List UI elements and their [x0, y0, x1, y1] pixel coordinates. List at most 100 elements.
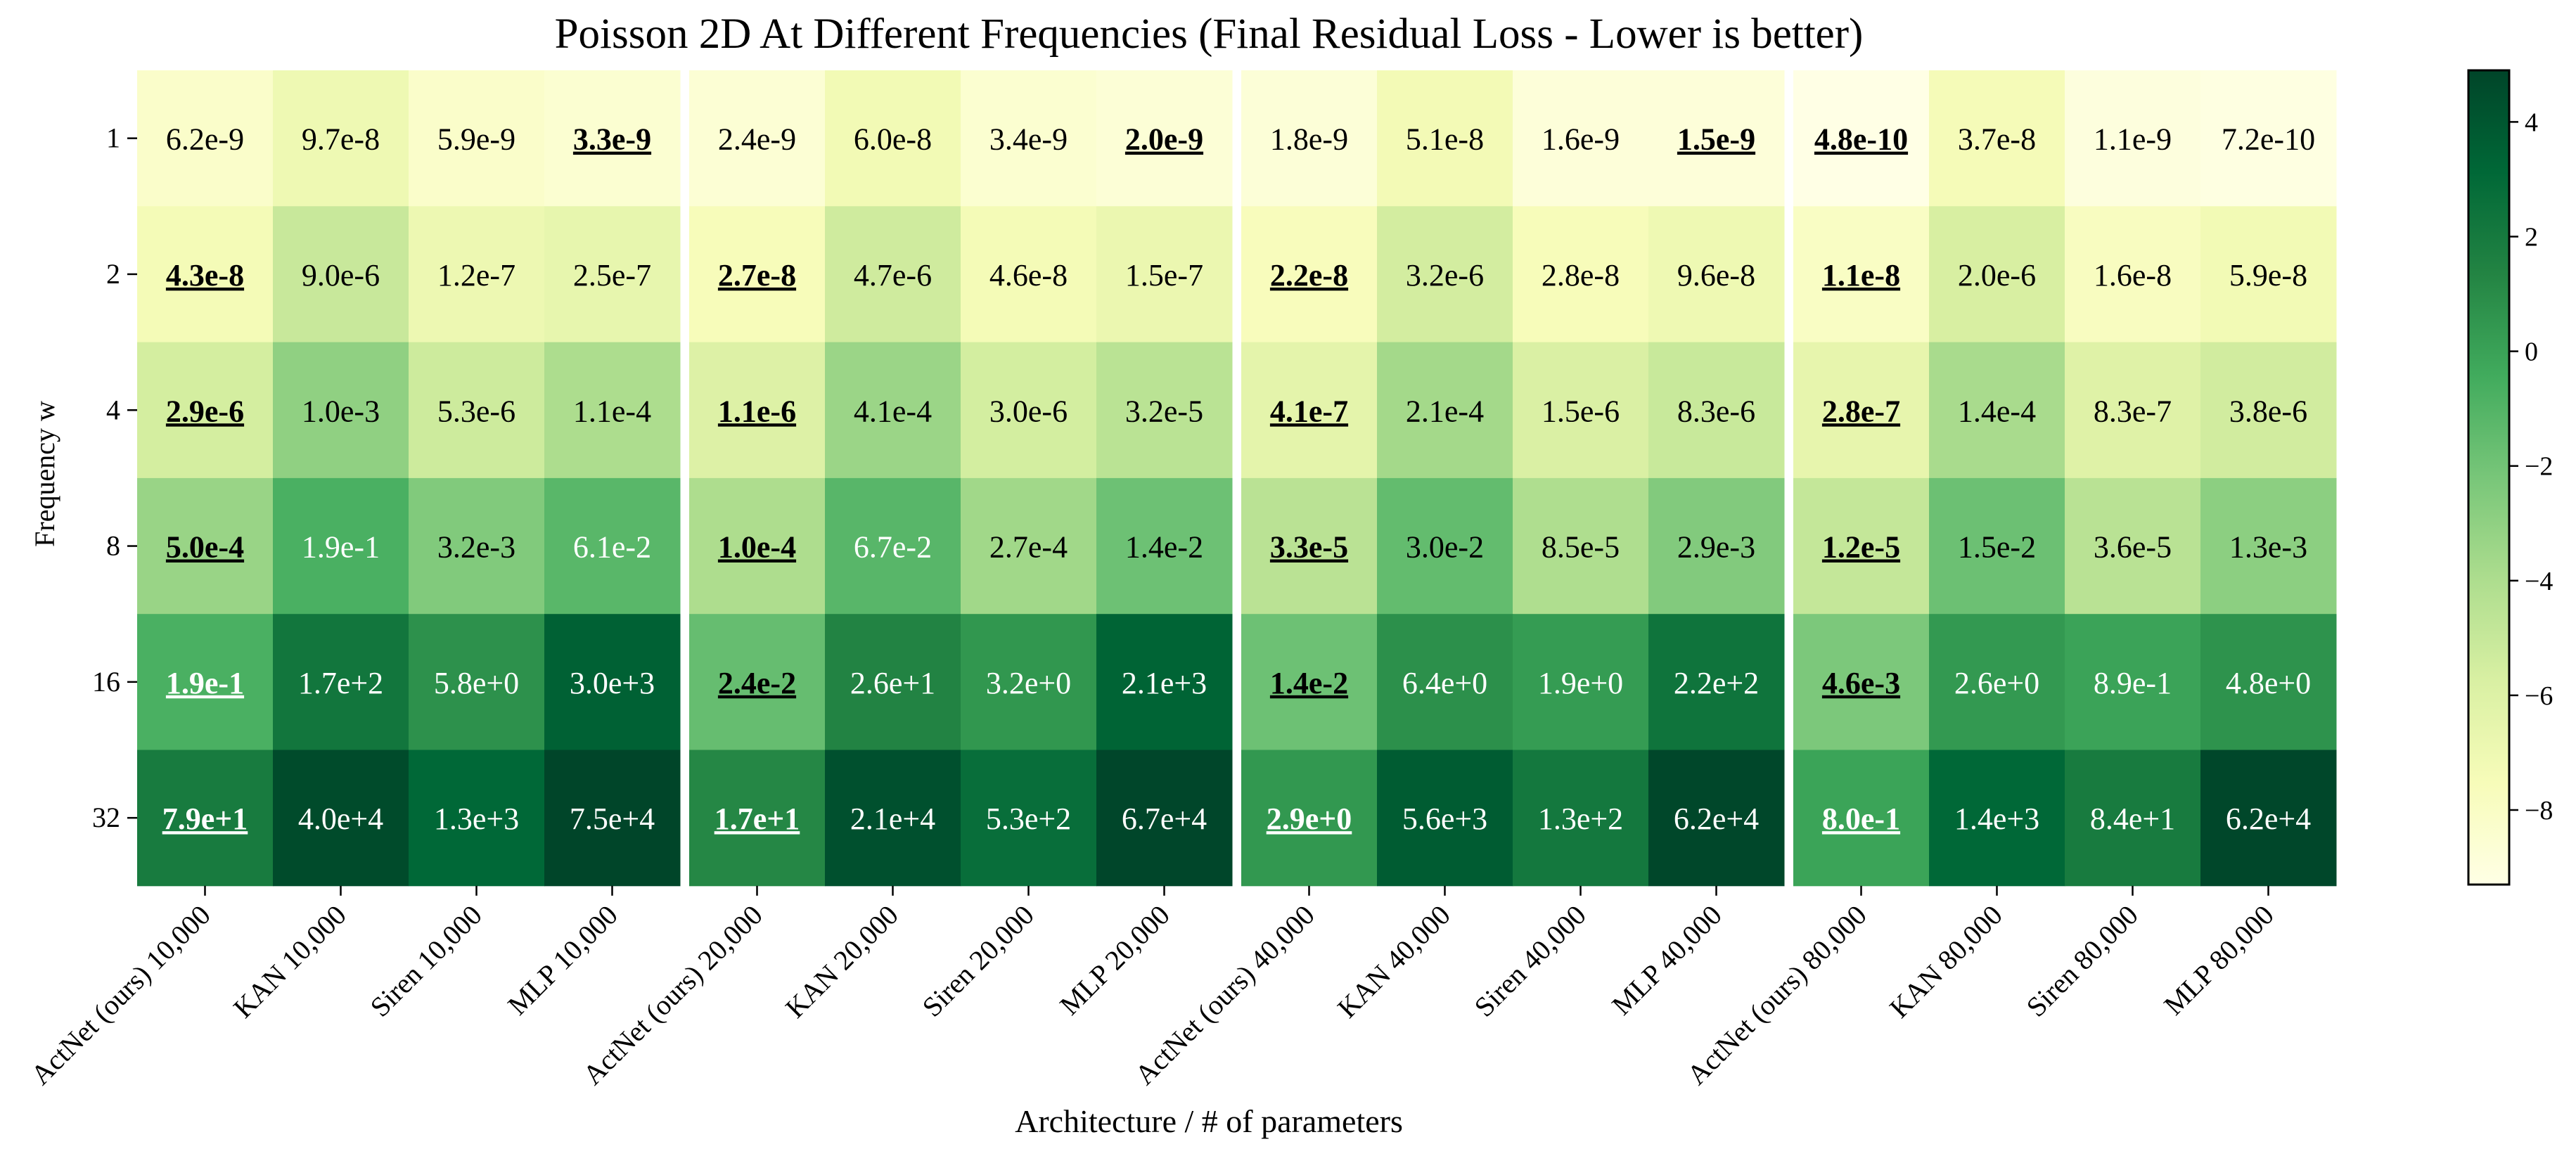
- cell-label: 1.4e-4: [1958, 394, 2036, 428]
- cell-label: 2.0e-6: [1958, 258, 2036, 293]
- heatmap-cell: [825, 477, 961, 615]
- colorbar-tick-label: −8: [2525, 796, 2553, 825]
- heatmap-cell: [1648, 750, 1785, 887]
- cell-label-best: 2.0e-9: [1125, 122, 1203, 157]
- heatmap-cell: [137, 70, 274, 207]
- cell-label: 3.2e-3: [437, 530, 515, 565]
- heatmap-cell: [1096, 342, 1233, 479]
- cell-label: 3.0e-6: [989, 394, 1068, 428]
- heatmap-cell: [273, 477, 409, 615]
- heatmap-cell: [1929, 206, 2065, 343]
- cell-label: 7.5e+4: [570, 802, 655, 836]
- cell-label: 2.9e-3: [1677, 530, 1755, 565]
- cell-label: 1.2e-7: [437, 258, 515, 293]
- x-axis: ActNet (ours) 10,000 KAN 10,000 Siren 10,0…: [25, 885, 2280, 1091]
- heatmap-cell: [1513, 477, 1649, 615]
- x-tick-label: KAN 80,000: [1883, 899, 2008, 1024]
- cell-label: 2.1e-4: [1406, 394, 1484, 428]
- x-tick-label: MLP 40,000: [1606, 899, 1728, 1021]
- cell-label: 4.0e+4: [298, 802, 383, 836]
- cell-label: 3.2e-6: [1406, 258, 1484, 293]
- heatmap-cell: [1241, 70, 1378, 207]
- colorbar-tick-label: 4: [2525, 108, 2538, 137]
- heatmap-cell: [273, 70, 409, 207]
- cell-label: 5.9e-9: [437, 122, 515, 157]
- heatmap-cell: [825, 750, 961, 887]
- cell-label: 1.0e-3: [302, 394, 380, 428]
- cell-label: 1.3e-3: [2229, 530, 2307, 565]
- heatmap-cell: [544, 477, 681, 615]
- heatmap-cell: [2200, 614, 2337, 750]
- heatmap-cell: [1648, 206, 1785, 343]
- heatmap-cell: [273, 342, 409, 479]
- x-tick-label: MLP 20,000: [1053, 899, 1176, 1021]
- cell-label: 8.9e-1: [2094, 666, 2172, 700]
- cell-label-best: 3.3e-9: [573, 122, 651, 157]
- heatmap-cell: [961, 477, 1097, 615]
- cell-label-best: 1.0e-4: [718, 530, 796, 565]
- cell-label: 6.2e+4: [1674, 802, 1759, 836]
- heatmap-cell: [689, 70, 826, 207]
- heatmap-cell: [689, 750, 826, 887]
- heatmap-cell: [1096, 477, 1233, 615]
- cell-label-best: 4.1e-7: [1270, 394, 1348, 428]
- heatmap-cell: [1513, 750, 1649, 887]
- x-tick-label: Siren 80,000: [2020, 899, 2144, 1022]
- x-tick-label: KAN 10,000: [227, 899, 352, 1024]
- heatmap-cell: [1793, 70, 1930, 207]
- heatmap-cell: [1241, 750, 1378, 887]
- cell-label: 2.7e-4: [989, 530, 1068, 565]
- heatmap-cell: [1241, 206, 1378, 343]
- cell-label-best: 1.2e-5: [1822, 530, 1900, 565]
- cell-label: 1.3e+3: [434, 802, 519, 836]
- heatmap-cell: [2200, 206, 2337, 343]
- heatmap-cell: [689, 342, 826, 479]
- cell-label: 4.7e-6: [854, 258, 932, 293]
- heatmap-cell: [1096, 614, 1233, 750]
- heatmap-cell: [1241, 477, 1378, 615]
- cell-label: 5.8e+0: [434, 666, 519, 700]
- cell-label: 1.1e-9: [2094, 122, 2172, 157]
- heatmap-cell: [2065, 614, 2201, 750]
- cell-label-best: 3.3e-5: [1270, 530, 1348, 565]
- cell-label: 6.1e-2: [573, 530, 651, 565]
- cell-label: 6.4e+0: [1402, 666, 1487, 700]
- heatmap-cell: [137, 750, 274, 887]
- heatmap-cell: [961, 614, 1097, 750]
- cell-label-best: 2.4e-2: [718, 666, 796, 700]
- heatmap-cell: [409, 206, 545, 343]
- heatmap-cell: [544, 206, 681, 343]
- cell-label: 9.0e-6: [302, 258, 380, 293]
- x-tick-label: KAN 20,000: [779, 899, 904, 1024]
- heatmap-cell: [409, 614, 545, 750]
- cell-label: 5.6e+3: [1402, 802, 1487, 836]
- heatmap-cell: [1241, 342, 1378, 479]
- heatmap-cell: [1513, 342, 1649, 479]
- heatmap-cell: [273, 614, 409, 750]
- cell-label: 3.0e+3: [570, 666, 655, 700]
- x-tick-label: ActNet (ours) 10,000: [25, 899, 217, 1091]
- heatmap-cell: [825, 614, 961, 750]
- heatmap-cell: [2200, 477, 2337, 615]
- cell-label: 9.7e-8: [302, 122, 380, 157]
- heatmap-cell: [825, 70, 961, 207]
- heatmap-cell: [2065, 477, 2201, 615]
- cell-label: 1.6e-8: [2094, 258, 2172, 293]
- cell-label-best: 2.8e-7: [1822, 394, 1900, 428]
- cell-label: 1.6e-9: [1542, 122, 1620, 157]
- heatmap-cell: [1377, 70, 1513, 207]
- heatmap-cell: [1929, 70, 2065, 207]
- heatmap-cell: [2065, 342, 2201, 479]
- heatmap-cell: [1096, 750, 1233, 887]
- cell-label: 1.4e-2: [1125, 530, 1203, 565]
- cell-label: 5.9e-8: [2229, 258, 2307, 293]
- heatmap-cell: [1096, 70, 1233, 207]
- cell-label: 4.6e-8: [989, 258, 1068, 293]
- heatmap-cell: [409, 477, 545, 615]
- heatmap-cell: [409, 750, 545, 887]
- heatmap-cell: [544, 750, 681, 887]
- cell-label: 2.5e-7: [573, 258, 651, 293]
- heatmap-cell: [1793, 750, 1930, 887]
- cell-label: 3.2e+0: [986, 666, 1071, 700]
- heatmap-cell: [1377, 750, 1513, 887]
